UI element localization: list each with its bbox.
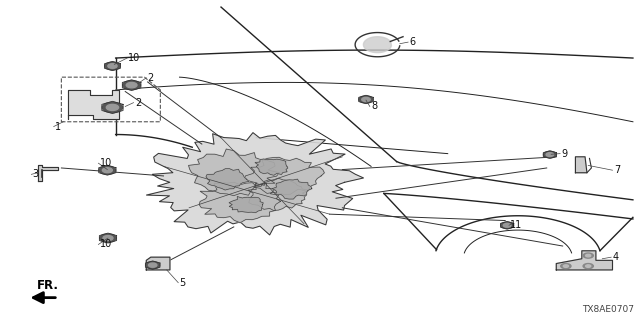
Polygon shape [556,251,612,270]
Polygon shape [248,178,308,211]
Circle shape [105,62,120,70]
Text: 10: 10 [100,158,112,168]
Circle shape [102,102,123,113]
Polygon shape [575,157,587,173]
Circle shape [563,265,568,268]
Polygon shape [229,196,263,212]
Polygon shape [189,149,279,196]
Circle shape [500,222,513,228]
Polygon shape [68,90,119,119]
Text: 4: 4 [612,252,619,262]
Circle shape [146,262,160,269]
Polygon shape [206,169,249,190]
Text: 1: 1 [55,122,61,132]
Text: 2: 2 [148,73,154,83]
Circle shape [583,253,593,258]
Circle shape [561,264,571,269]
Text: FR.: FR. [37,279,59,292]
Circle shape [362,97,370,101]
Polygon shape [38,165,58,181]
Polygon shape [147,257,170,270]
Text: 8: 8 [371,101,377,111]
Polygon shape [255,159,288,175]
Circle shape [583,264,593,269]
Circle shape [359,96,373,103]
Circle shape [148,263,157,267]
Polygon shape [147,133,364,235]
Circle shape [126,83,137,88]
Polygon shape [364,37,392,52]
Text: 10: 10 [100,239,112,249]
Polygon shape [244,157,324,195]
Text: TX8AE0707: TX8AE0707 [582,305,634,314]
Circle shape [99,166,116,174]
Circle shape [106,104,118,110]
Text: 11: 11 [510,220,522,230]
Circle shape [586,265,591,268]
Text: 2: 2 [135,98,141,108]
Circle shape [100,234,116,242]
Circle shape [543,151,556,158]
Text: 10: 10 [129,53,141,63]
Polygon shape [272,179,312,199]
Text: 3: 3 [33,169,39,179]
Circle shape [586,254,591,257]
Text: 5: 5 [179,278,186,288]
Text: 7: 7 [614,165,620,175]
Circle shape [546,153,554,156]
Circle shape [103,236,113,241]
Circle shape [108,64,117,68]
Circle shape [102,168,113,173]
Polygon shape [199,182,280,223]
Circle shape [123,81,141,90]
Text: 9: 9 [561,148,568,159]
Circle shape [503,223,511,227]
Text: 6: 6 [410,37,415,47]
